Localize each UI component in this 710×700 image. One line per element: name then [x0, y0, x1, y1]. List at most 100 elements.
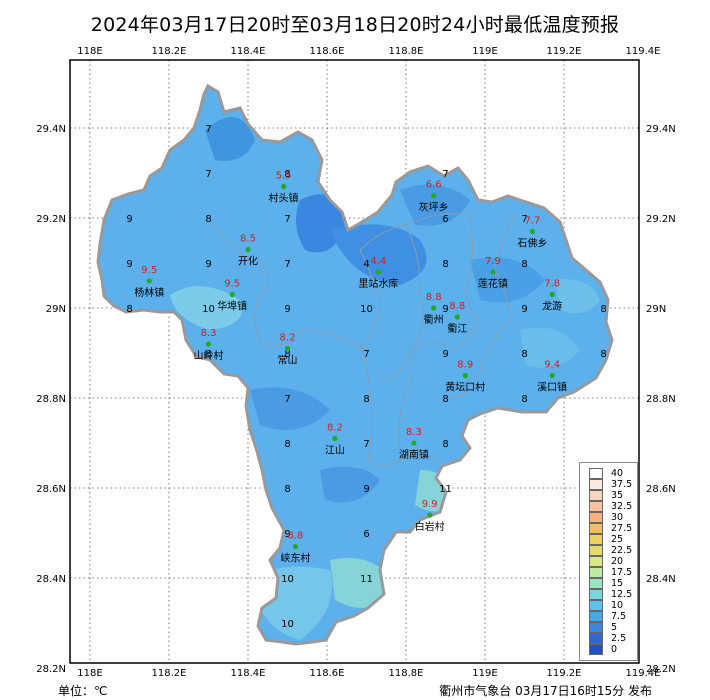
station-temp-value: 9.5 [224, 279, 240, 290]
grid-temp-value: 7 [442, 169, 448, 180]
grid-temp-value: 8 [284, 169, 290, 180]
bottom-lon-tick: 119.4E [626, 668, 661, 679]
grid-temp-value: 8 [521, 349, 527, 360]
station-name: 黄坛口村 [445, 381, 485, 394]
temperature-field [98, 86, 612, 644]
station-name: 衢州 [424, 314, 444, 326]
legend-label: 40 [611, 468, 624, 479]
legend-label: 10 [611, 600, 624, 611]
top-lon-tick: 118.6E [310, 46, 345, 57]
grid-temp-value: 6 [442, 214, 448, 225]
station-dot[interactable] [431, 305, 437, 311]
grid-temp-value: 8 [284, 484, 290, 495]
grid-temp-value: 7 [205, 124, 211, 135]
top-lon-tick: 119E [472, 46, 497, 57]
right-lat-tick: 28.2N [646, 664, 676, 675]
grid-temp-value: 8 [205, 214, 211, 225]
bottom-lon-tick: 118.4E [231, 668, 266, 679]
grid-temp-value: 8 [442, 259, 448, 270]
station-dot[interactable] [146, 278, 152, 284]
station-dot[interactable] [431, 192, 437, 199]
left-lat-tick: 28.8N [36, 394, 66, 405]
grid-temp-value: 9 [126, 259, 132, 270]
grid-temp-value: 10 [281, 619, 294, 630]
left-lat-tick: 29.4N [36, 124, 66, 135]
station-dot[interactable] [462, 372, 468, 379]
grid-temp-value: 6 [363, 529, 369, 540]
legend-swatch [589, 501, 603, 512]
grid-temp-value: 9 [442, 304, 448, 315]
grid-temp-value: 9 [363, 484, 369, 495]
grid-temp-value: 10 [281, 574, 294, 585]
station-dot[interactable] [411, 440, 417, 446]
station-dot[interactable] [205, 341, 212, 347]
legend-swatch [589, 633, 603, 644]
legend-label: 12.5 [611, 589, 633, 600]
station-temp-value: 7.7 [524, 216, 540, 227]
grid-temp-value: 8 [521, 394, 527, 405]
station-temp-value: 4.4 [370, 256, 386, 267]
color-legend: 40 37.5 35 32.5 30 27.5 25 22.5 20 17.5 15 12.5 10 7.… [579, 462, 638, 661]
station-dot[interactable] [549, 372, 555, 379]
station-dot[interactable] [375, 269, 381, 275]
grid-temp-value: 9 [442, 349, 448, 360]
legend-swatch [589, 556, 603, 567]
right-lat-tick: 29N [646, 304, 666, 315]
legend-label: 0 [611, 644, 618, 655]
legend-label: 32.5 [611, 501, 633, 512]
station-name: 龙游 [542, 300, 562, 313]
grid-temp-value: 8 [442, 394, 448, 405]
station-dot[interactable] [529, 228, 536, 235]
station-dot[interactable] [229, 291, 235, 298]
station-temp-value: 9.5 [141, 265, 157, 276]
legend-label: 25 [611, 534, 624, 545]
station-name: 里站水库 [358, 277, 398, 290]
station-dot[interactable] [292, 543, 298, 550]
right-lat-tick: 28.4N [646, 574, 676, 585]
station-name: 溪口镇 [537, 381, 567, 394]
legend-swatch [589, 468, 603, 479]
station-dot[interactable] [490, 269, 496, 275]
bottom-lon-tick: 118.6E [310, 668, 345, 679]
station-dot[interactable] [284, 345, 291, 352]
top-lon-tick: 119.2E [547, 46, 582, 57]
station-dot[interactable] [280, 183, 287, 190]
grid-temp-value: 7 [521, 214, 527, 225]
county-boundaries [211, 213, 516, 466]
legend-label: 22.5 [611, 545, 633, 556]
station-name: 衢江 [447, 323, 467, 335]
legend-label: 15 [611, 578, 624, 589]
station-temp-value: 8.2 [280, 333, 296, 344]
publisher-footer: 衢州市气象台 03月17日16时15分 发布 [439, 684, 652, 698]
grid-temp-value: 8 [126, 304, 132, 315]
bottom-lon-tick: 118E [77, 668, 102, 679]
legend-swatch [589, 534, 603, 545]
station-temp-value: 8.8 [449, 301, 465, 312]
grid-temp-value: 8 [600, 349, 606, 360]
map-frame [69, 59, 640, 664]
right-lat-tick: 29.4N [646, 124, 676, 135]
grid-temp-value: 7 [284, 394, 290, 405]
station-dot[interactable] [245, 246, 251, 253]
station-dot[interactable] [427, 512, 433, 518]
map-title: 2024年03月17日20时至03月18日20时24小时最低温度预报 [90, 14, 620, 36]
station-dot[interactable] [454, 314, 460, 320]
bottom-lon-tick: 118.8E [389, 668, 424, 679]
grid-temp-value: 8 [442, 439, 448, 450]
station-name: 杨林镇 [134, 286, 164, 299]
left-lat-tick: 28.4N [36, 574, 66, 585]
top-lon-tick: 118.8E [389, 46, 424, 57]
grid-temp-value: 11 [360, 574, 373, 585]
grid-temp-value: 8 [205, 349, 211, 360]
legend-label: 2.5 [611, 633, 627, 644]
station-temp-value: 8.3 [406, 427, 422, 438]
station-temp-value: 8.3 [201, 328, 217, 339]
grid-temp-value: 9 [284, 529, 290, 540]
legend-swatch [589, 545, 603, 556]
station-dot[interactable] [332, 435, 338, 442]
grid-temp-value: 8 [600, 304, 606, 315]
station-temp-value: 8.8 [287, 531, 303, 542]
legend-swatch [589, 523, 603, 534]
station-dot[interactable] [549, 291, 555, 298]
